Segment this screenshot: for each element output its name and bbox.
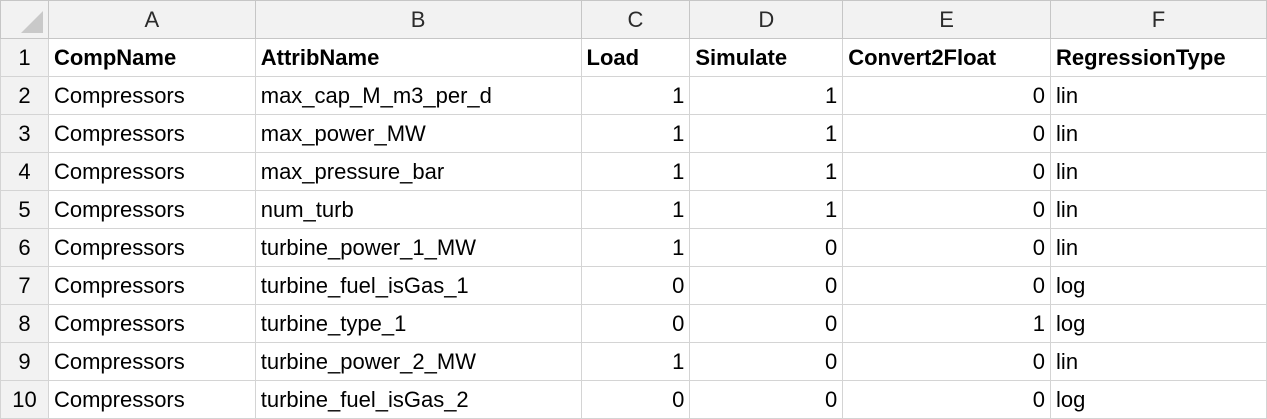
column-header-b[interactable]: B: [254, 0, 582, 39]
row-header[interactable]: 10: [0, 380, 49, 419]
cell[interactable]: 0: [689, 266, 844, 305]
row-header[interactable]: 8: [0, 304, 49, 343]
cell[interactable]: Compressors: [47, 228, 256, 267]
cell[interactable]: 1: [580, 114, 691, 153]
cell[interactable]: 0: [580, 266, 691, 305]
column-header-e[interactable]: E: [842, 0, 1052, 39]
cell[interactable]: 0: [689, 380, 844, 419]
cell[interactable]: Simulate: [689, 38, 844, 77]
cell[interactable]: 0: [689, 228, 844, 267]
cell[interactable]: num_turb: [254, 190, 582, 229]
cell[interactable]: turbine_power_2_MW: [254, 342, 582, 381]
cell[interactable]: 0: [842, 228, 1052, 267]
cell[interactable]: AttribName: [254, 38, 582, 77]
cell[interactable]: lin: [1050, 114, 1267, 153]
cell[interactable]: 1: [580, 190, 691, 229]
cell[interactable]: Compressors: [47, 342, 256, 381]
table-row: 5 Compressors num_turb 1 1 0 lin: [0, 190, 1267, 229]
cell[interactable]: lin: [1050, 228, 1267, 267]
cell[interactable]: 1: [689, 190, 844, 229]
cell[interactable]: 1: [842, 304, 1052, 343]
select-all-button[interactable]: [0, 0, 49, 39]
column-header-d[interactable]: D: [689, 0, 844, 39]
cell[interactable]: 0: [580, 304, 691, 343]
cell[interactable]: log: [1050, 304, 1267, 343]
cell[interactable]: 1: [689, 114, 844, 153]
cell[interactable]: 0: [842, 380, 1052, 419]
column-header-a[interactable]: A: [47, 0, 256, 39]
cell[interactable]: 0: [842, 152, 1052, 191]
cell[interactable]: Convert2Float: [842, 38, 1052, 77]
cell[interactable]: lin: [1050, 76, 1267, 115]
cell[interactable]: 1: [580, 152, 691, 191]
cell[interactable]: lin: [1050, 342, 1267, 381]
cell[interactable]: turbine_fuel_isGas_1: [254, 266, 582, 305]
table-row: 4 Compressors max_pressure_bar 1 1 0 lin: [0, 152, 1267, 191]
cell[interactable]: 0: [580, 380, 691, 419]
table-row: 3 Compressors max_power_MW 1 1 0 lin: [0, 114, 1267, 153]
column-header-f[interactable]: F: [1050, 0, 1267, 39]
cell[interactable]: 0: [689, 342, 844, 381]
row-header[interactable]: 6: [0, 228, 49, 267]
cell[interactable]: turbine_power_1_MW: [254, 228, 582, 267]
table-row: 10 Compressors turbine_fuel_isGas_2 0 0 …: [0, 380, 1267, 419]
cell[interactable]: 1: [580, 76, 691, 115]
cell[interactable]: 1: [689, 76, 844, 115]
cell[interactable]: lin: [1050, 190, 1267, 229]
cell[interactable]: 0: [842, 342, 1052, 381]
cell[interactable]: 0: [842, 114, 1052, 153]
row-header[interactable]: 5: [0, 190, 49, 229]
cell[interactable]: CompName: [47, 38, 256, 77]
cell[interactable]: Compressors: [47, 266, 256, 305]
row-header[interactable]: 3: [0, 114, 49, 153]
cell[interactable]: 1: [580, 342, 691, 381]
cell[interactable]: max_cap_M_m3_per_d: [254, 76, 582, 115]
cell[interactable]: Compressors: [47, 152, 256, 191]
cell[interactable]: Compressors: [47, 380, 256, 419]
cell[interactable]: 0: [842, 76, 1052, 115]
row-header[interactable]: 7: [0, 266, 49, 305]
cell[interactable]: Load: [580, 38, 691, 77]
row-header[interactable]: 9: [0, 342, 49, 381]
column-header-c[interactable]: C: [580, 0, 691, 39]
cell[interactable]: lin: [1050, 152, 1267, 191]
cell[interactable]: 1: [580, 228, 691, 267]
cell[interactable]: max_pressure_bar: [254, 152, 582, 191]
table-row: 7 Compressors turbine_fuel_isGas_1 0 0 0…: [0, 266, 1267, 305]
table-row: 9 Compressors turbine_power_2_MW 1 0 0 l…: [0, 342, 1267, 381]
cell[interactable]: turbine_fuel_isGas_2: [254, 380, 582, 419]
table-row: 2 Compressors max_cap_M_m3_per_d 1 1 0 l…: [0, 76, 1267, 115]
cell[interactable]: 0: [689, 304, 844, 343]
cell[interactable]: log: [1050, 380, 1267, 419]
column-header-row: A B C D E F: [0, 0, 1267, 39]
cell[interactable]: Compressors: [47, 76, 256, 115]
cell[interactable]: 0: [842, 266, 1052, 305]
row-header[interactable]: 1: [0, 38, 49, 77]
row-header[interactable]: 2: [0, 76, 49, 115]
table-row: 6 Compressors turbine_power_1_MW 1 0 0 l…: [0, 228, 1267, 267]
cell[interactable]: max_power_MW: [254, 114, 582, 153]
cell[interactable]: Compressors: [47, 304, 256, 343]
cell[interactable]: log: [1050, 266, 1267, 305]
cell[interactable]: 1: [689, 152, 844, 191]
cell[interactable]: Compressors: [47, 190, 256, 229]
table-row: 8 Compressors turbine_type_1 0 0 1 log: [0, 304, 1267, 343]
cell[interactable]: 0: [842, 190, 1052, 229]
row-header[interactable]: 4: [0, 152, 49, 191]
cell[interactable]: turbine_type_1: [254, 304, 582, 343]
table-row: 1 CompName AttribName Load Simulate Conv…: [0, 38, 1267, 77]
cell[interactable]: Compressors: [47, 114, 256, 153]
select-all-triangle-icon: [20, 11, 43, 33]
cell[interactable]: RegressionType: [1050, 38, 1267, 77]
